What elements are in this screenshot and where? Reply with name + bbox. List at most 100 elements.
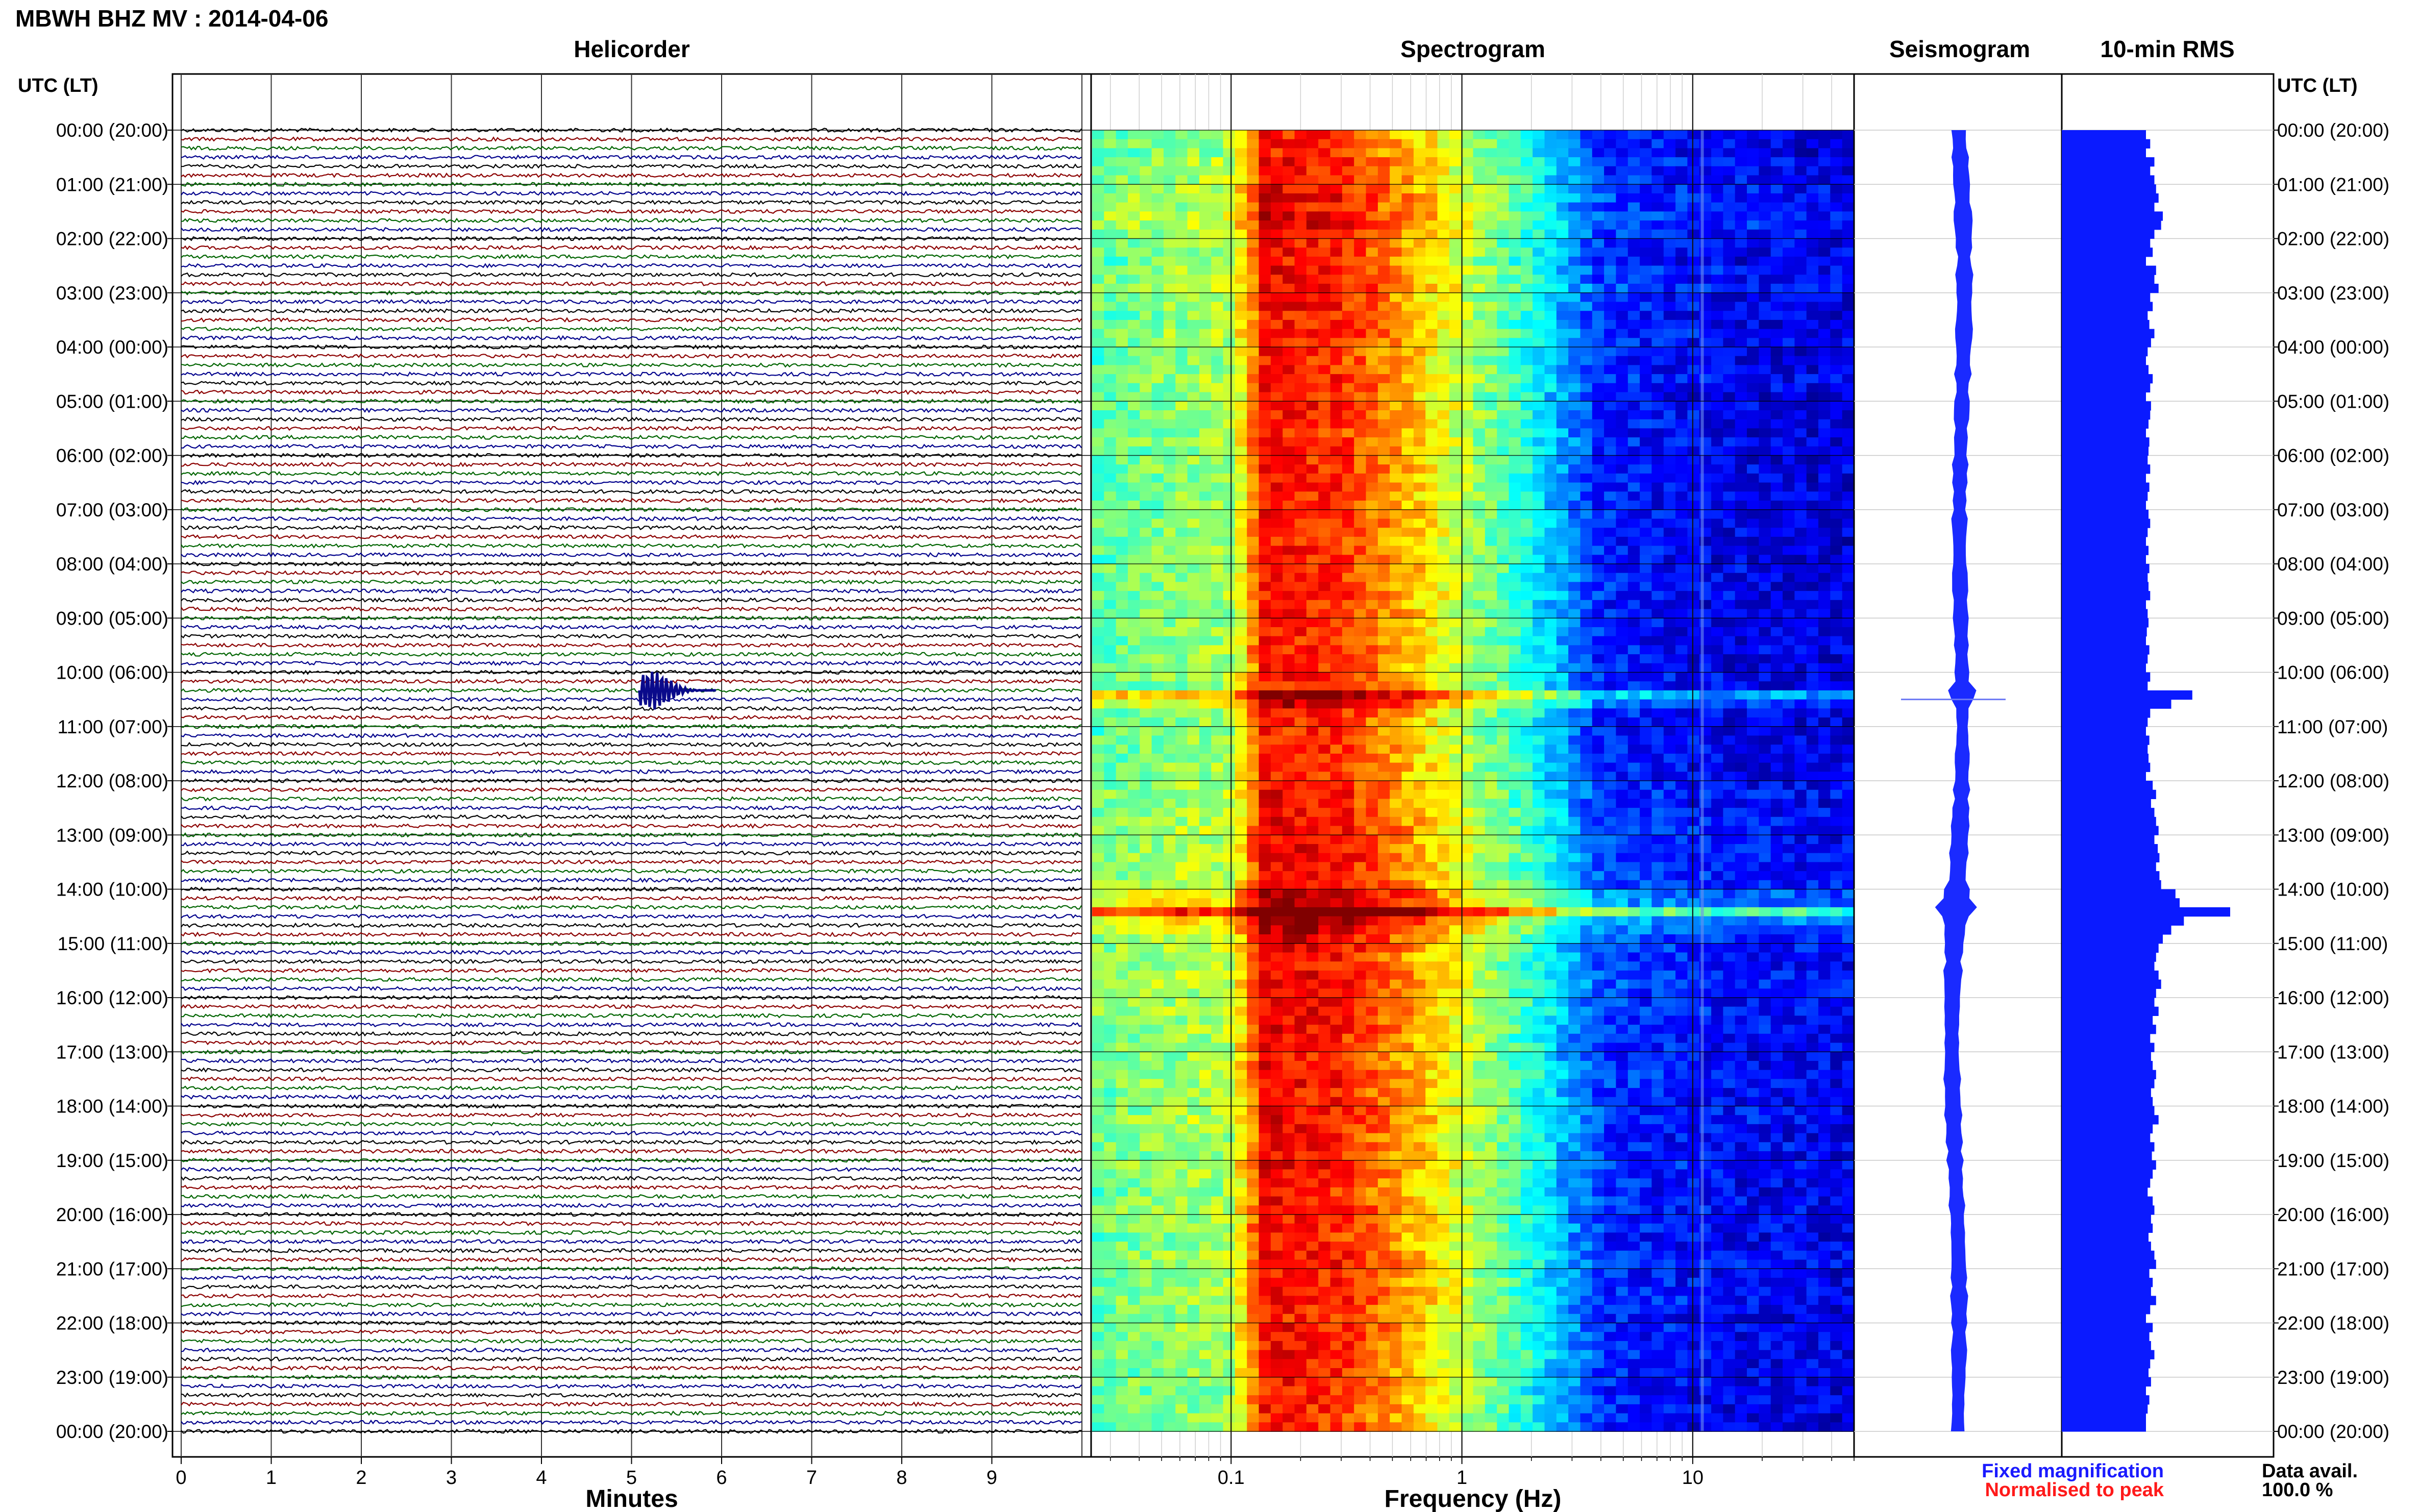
spectrogram-cell [1128,681,1141,691]
spectrogram-cell [1330,546,1343,556]
spectrogram-cell [1140,582,1152,591]
spectrogram-cell [1723,302,1736,311]
spectrogram-cell [1425,663,1438,673]
spectrogram-cell [1783,365,1795,375]
spectrogram-cell [1425,455,1438,465]
spectrogram-cell [1640,401,1652,411]
spectrogram-cell [1735,582,1747,591]
spectrogram-cell [1770,175,1783,185]
spectrogram-cell [1592,501,1605,510]
spectrogram-cell [1116,437,1128,447]
spectrogram-cell [1437,672,1450,682]
spectrogram-cell [1104,265,1117,276]
spectrogram-cell [1211,573,1224,583]
spectrogram-cell [1235,392,1247,402]
spectrogram-cell [1747,546,1760,556]
spectrogram-cell [1390,302,1402,311]
spectrogram-cell [1128,753,1141,763]
spectrogram-cell [1330,356,1343,366]
spectrogram-cell [1377,193,1390,203]
spectrogram-cell [1818,356,1831,366]
spectrogram-cell [1580,501,1593,510]
spectrogram-cell [1199,383,1212,393]
spectrogram-cell [1235,708,1247,718]
spectrogram-cell [1175,410,1188,420]
spectrogram-cell [1151,573,1164,583]
spectrogram-cell [1116,419,1128,429]
spectrogram-cell [1116,799,1128,808]
spectrogram-cell [1568,536,1581,547]
spectrogram-cell [1449,302,1462,311]
spectrogram-cell [1401,265,1414,276]
spectrogram-cell [1842,311,1855,320]
spectrogram-cell [1164,627,1176,637]
spectrogram-cell [1520,347,1533,357]
spectrogram-cell [1794,275,1807,284]
spectrogram-cell [1330,708,1343,718]
spectrogram-cell [1247,518,1260,528]
spectrogram-cell [1580,437,1593,447]
spectrogram-cell [1330,627,1343,637]
spectrogram-cell [1592,275,1605,284]
spectrogram-cell [1604,781,1617,790]
spectrogram-cell [1377,130,1390,140]
spectrogram-cell [1842,672,1855,682]
spectrogram-cell [1187,528,1200,537]
spectrogram-cell [1497,491,1510,501]
spectrogram-cell [1413,789,1426,800]
spectrogram-cell [1270,130,1283,140]
spectrogram-cell [1842,609,1855,618]
spectrogram-cell [1770,437,1783,447]
spectrogram-cell [1211,528,1224,537]
spectrogram-cell [1485,284,1497,293]
spectrogram-cell [1235,292,1247,303]
spectrogram-cell [1223,645,1236,655]
spectrogram-cell [1199,753,1212,763]
spectrogram-cell [1580,582,1593,591]
spectrogram-cell [1425,446,1438,456]
spectrogram-cell [1258,781,1271,790]
spectrogram-cell [1604,735,1617,745]
spectrogram-cell [1128,256,1141,266]
spectrogram-cell [1342,591,1354,601]
spectrogram-cell [1735,148,1747,158]
spectrogram-cell [1616,491,1628,501]
spectrogram-cell [1247,473,1260,483]
spectrogram-cell [1568,735,1581,745]
spectrogram-cell [1270,184,1283,194]
spectrogram-cell [1449,591,1462,601]
spectrogram-cell [1401,446,1414,456]
spectrogram-cell [1247,482,1260,492]
spectrogram-cell [1306,455,1319,465]
helicorder-trace [181,272,1082,278]
spectrogram-cell [1377,338,1390,348]
spectrogram-cell [1640,573,1652,583]
spectrogram-cell [1425,365,1438,375]
spectrogram-cell [1128,573,1141,583]
spectrogram-cell [1794,374,1807,384]
spectrogram-cell [1735,618,1747,628]
spectrogram-cell [1711,627,1724,637]
spectrogram-cell [1413,311,1426,320]
spectrogram-cell [1282,582,1295,591]
spectrogram-cell [1413,338,1426,348]
spectrogram-cell [1675,329,1688,339]
spectrogram-cell [1425,238,1438,248]
spectrogram-cell [1544,781,1557,790]
spectrogram-cell [1425,726,1438,736]
spectrogram-cell [1282,672,1295,682]
spectrogram-cell [1806,338,1819,348]
spectrogram-cell [1520,591,1533,601]
spectrogram-cell [1282,789,1295,800]
spectrogram-cell [1830,428,1843,438]
spectrogram-cell [1770,356,1783,366]
spectrogram-cell [1616,311,1628,320]
spectrogram-cell [1533,157,1545,167]
spectrogram-cell [1247,699,1260,709]
spectrogram-cell [1366,365,1378,375]
spectrogram-cell [1461,356,1474,366]
spectrogram-cell [1711,284,1724,293]
spectrogram-cell [1199,473,1212,483]
helicorder-trace [181,1428,1082,1434]
spectrogram-cell [1806,184,1819,194]
